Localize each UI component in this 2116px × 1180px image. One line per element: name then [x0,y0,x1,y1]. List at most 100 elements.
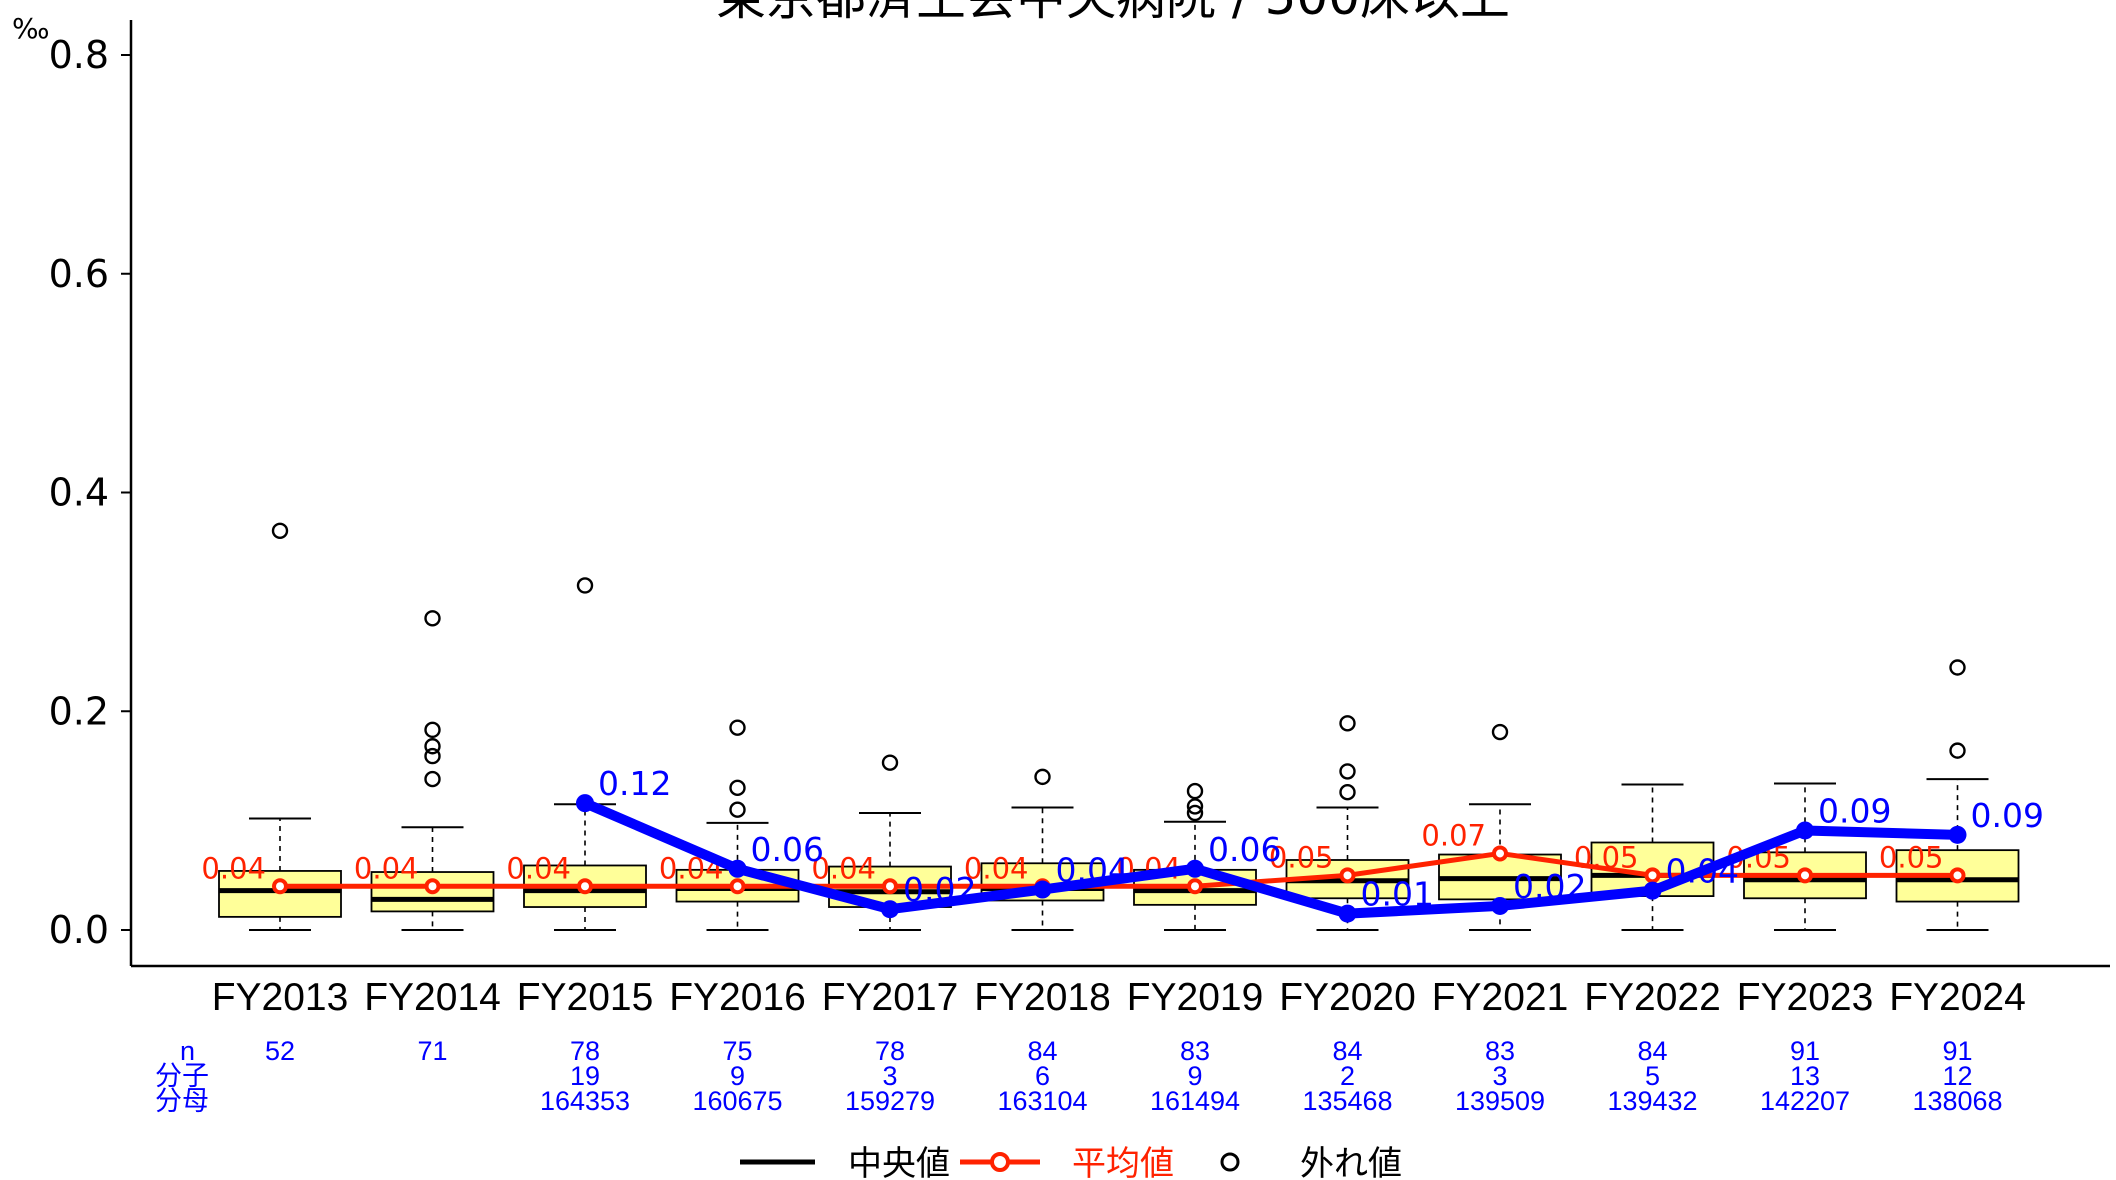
table-cell-denominator: 139509 [1455,1086,1545,1116]
legend-median-label: 中央値 [848,1144,950,1180]
hospital-point [1796,821,1814,840]
hospital-value-label: 0.09 [1818,791,1891,830]
mean-value-label: 0.04 [811,851,876,885]
outlier-point [271,522,289,539]
x-category-label: FY2013 [212,976,349,1019]
hospital-point [576,794,594,813]
table-cell-numerator: 3 [1492,1061,1507,1091]
table-cell-n: 84 [1332,1036,1362,1066]
table-cell-denominator: 139432 [1607,1086,1697,1116]
mean-point [1339,867,1356,884]
y-tick-label: 0.8 [49,33,109,77]
outlier-point [1339,763,1356,780]
mean-value-label: 0.04 [201,851,266,885]
table-cell-denominator: 142207 [1760,1086,1850,1116]
mean-point [1797,867,1813,884]
hospital-value-label: 0.02 [1513,867,1586,906]
x-category-label: FY2015 [517,976,654,1019]
hospital-point [1491,896,1509,915]
legend-mean-label: 平均値 [1072,1144,1174,1180]
axes: 0.0 0.2 0.4 0.6 0.8 FY2013 FY2014 FY2015 FY2016 F… [49,20,2110,1019]
outlier-point [424,610,441,627]
legend-outlier-marker [1220,1152,1240,1172]
y-tick-label: 0.4 [49,471,109,515]
outlier-point [424,738,441,755]
table-cell-denominator: 164353 [540,1086,630,1116]
table-cell-denominator: 159279 [845,1086,935,1116]
table-cell-numerator: 6 [1035,1061,1050,1091]
mean-value-label: 0.04 [506,851,571,885]
mean-value-label: 0.05 [1879,840,1944,874]
outlier-point [729,779,746,797]
x-category-label: FY2020 [1279,976,1416,1019]
chart-title: 東京都済生会中央病院 / 500床以上 [716,0,1510,26]
outlier-point [1949,742,1966,759]
outlier-point [576,577,594,594]
hospital-value-label: 0.04 [1056,851,1129,890]
hospital-point [1338,904,1357,923]
outlier-point [881,754,899,771]
mean-point [1187,878,1203,895]
series-lines: 0.04 0.04 0.04 0.04 0.04 0.04 0.04 0.05 0.07 0.05… [201,764,2044,923]
table-cell-numerator: 12 [1942,1061,1972,1091]
table-row-label: n [180,1036,195,1066]
table-cell-denominator: 161494 [1150,1086,1240,1116]
hospital-point [881,900,899,919]
table-cell-numerator: 3 [882,1061,897,1091]
hospital-point [728,859,747,878]
table-cell-n: 52 [265,1036,295,1066]
outlier-point [424,721,441,739]
box-plot-FY2013 [218,522,342,931]
outlier-point [1339,783,1356,801]
table-cell-numerator: 2 [1340,1061,1355,1091]
outlier-point [729,801,746,818]
mean-point [882,878,898,895]
table-cell-n: 71 [417,1036,447,1066]
table-cell-denominator: 163104 [997,1086,1087,1116]
y-tick-label: 0.6 [49,252,109,296]
legend-outlier-label: 外れ値 [1300,1144,1402,1180]
mean-point [1492,845,1508,862]
outlier-point [1186,804,1204,822]
hospital-point [1948,825,1967,844]
table-cell-numerator: 9 [730,1061,745,1091]
outlier-point [424,747,441,765]
table-cell-denominator: 135468 [1302,1086,1392,1116]
table-cell-n: 84 [1027,1036,1057,1066]
table-cell-numerator: 9 [1187,1061,1202,1091]
table-cell-n: 84 [1637,1036,1667,1066]
legend: 中央値 平均値 外れ値 [740,1144,1402,1180]
mean-value-label: 0.05 [1574,840,1639,874]
table-cell-n: 83 [1180,1036,1210,1066]
outlier-point [1949,659,1966,676]
table-cell-n: 91 [1942,1036,1972,1066]
outlier-point [1339,715,1356,732]
outlier-point [1034,768,1051,786]
x-category-label: FY2017 [822,976,959,1019]
x-category-label: FY2022 [1584,976,1721,1019]
x-category-label: FY2021 [1432,976,1569,1019]
hospital-value-label: 0.01 [1361,875,1434,914]
x-category-label: FY2023 [1737,976,1874,1019]
table-cell-n: 75 [722,1036,752,1066]
box-plot-FY2021 [1438,723,1562,931]
outlier-point [424,770,441,788]
table-cell-n: 78 [570,1036,600,1066]
table-row-label: 分母 [155,1086,209,1116]
mean-value-label: 0.04 [354,851,419,885]
x-category-label: FY2014 [364,976,501,1019]
mean-point [424,878,441,895]
legend-mean-marker [990,1152,1010,1172]
hospital-value-label: 0.06 [1208,830,1281,869]
hospital-point [1033,880,1052,899]
hospital-value-label: 0.09 [1971,796,2044,835]
outlier-point [1186,798,1204,815]
y-tick-label: 0.2 [49,689,109,733]
hospital-value-label: 0.06 [751,830,824,869]
mean-point [272,878,288,895]
table-cell-denominator: 138068 [1912,1086,2002,1116]
hospital-point [1186,859,1204,878]
table-row-label: 分子 [155,1061,209,1091]
